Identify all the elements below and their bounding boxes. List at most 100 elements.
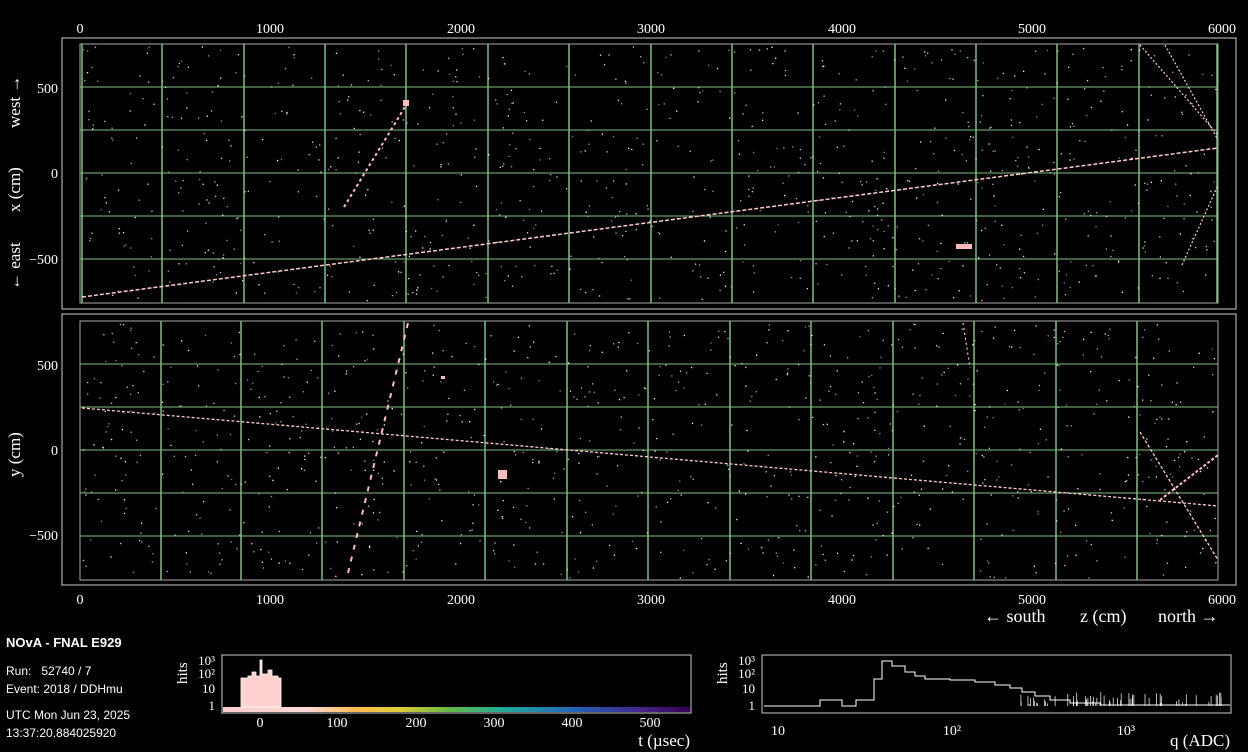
noise-hit <box>873 461 876 463</box>
noise-hit <box>598 295 601 297</box>
noise-hit <box>289 438 291 440</box>
noise-hit <box>869 238 872 240</box>
noise-hit <box>448 397 450 400</box>
noise-hit <box>90 539 92 541</box>
noise-hit <box>1159 236 1161 238</box>
noise-hit <box>1004 403 1006 405</box>
noise-hit <box>851 559 853 561</box>
noise-hit <box>144 124 146 126</box>
noise-hit <box>500 481 502 483</box>
noise-hit <box>337 85 339 87</box>
noise-hit <box>945 99 947 101</box>
noise-hit <box>169 281 171 283</box>
noise-hit <box>125 507 127 510</box>
noise-hit <box>1167 438 1169 440</box>
noise-hit <box>1215 562 1217 564</box>
noise-hit <box>841 479 843 481</box>
noise-hit <box>420 541 423 543</box>
noise-hit <box>740 542 742 545</box>
noise-hit <box>585 291 587 294</box>
noise-hit <box>165 86 167 88</box>
noise-hit <box>437 70 439 72</box>
noise-hit <box>1105 248 1108 250</box>
noise-hit <box>166 98 169 100</box>
noise-hit <box>631 540 634 543</box>
noise-hit <box>406 122 408 124</box>
noise-hit <box>569 390 572 392</box>
noise-hit <box>697 101 699 103</box>
top-view-panel[interactable]: 0 1000 2000 3000 4000 5000 6000 500 0 −5… <box>5 22 1237 310</box>
tick-label: −500 <box>29 253 58 268</box>
tick-label: 10 <box>771 724 785 739</box>
noise-hit <box>659 297 661 299</box>
noise-hit <box>135 137 138 139</box>
noise-hit <box>588 350 591 352</box>
noise-hit <box>579 499 581 501</box>
noise-hit <box>1161 534 1163 537</box>
noise-hit <box>155 507 157 509</box>
noise-hit <box>1011 286 1013 289</box>
noise-hit <box>532 461 534 464</box>
noise-hit <box>129 330 132 332</box>
noise-hit <box>1173 170 1176 172</box>
noise-hit <box>882 202 884 204</box>
noise-hit <box>1036 232 1038 235</box>
noise-hit <box>963 438 966 441</box>
noise-hit <box>788 406 790 408</box>
noise-hit <box>988 254 991 256</box>
noise-hit <box>598 257 600 260</box>
noise-hit <box>1026 146 1028 148</box>
noise-hit <box>1095 226 1097 228</box>
noise-hit <box>435 457 438 459</box>
noise-hit <box>1121 111 1123 113</box>
noise-hit <box>253 551 255 553</box>
noise-hit <box>1030 491 1032 493</box>
noise-hit <box>736 227 738 229</box>
noise-hit <box>513 450 515 452</box>
noise-hit <box>1189 510 1192 512</box>
noise-hit <box>729 356 731 358</box>
experiment-title: NOvA - FNAL E929 <box>6 635 122 650</box>
noise-hit <box>292 84 294 86</box>
noise-hit <box>378 58 380 60</box>
noise-hit <box>471 529 473 531</box>
noise-hit <box>882 50 884 52</box>
noise-hit <box>207 249 210 251</box>
noise-hit <box>468 490 470 493</box>
time-hist-ylabel: hits <box>175 662 191 684</box>
tick-label: 1000 <box>256 593 284 608</box>
noise-hit <box>892 404 894 406</box>
noise-hit <box>1112 249 1114 251</box>
noise-hit <box>289 396 291 398</box>
noise-hit <box>1003 244 1005 246</box>
noise-hit <box>984 227 986 229</box>
noise-hit <box>580 531 582 533</box>
noise-hit <box>617 346 619 348</box>
tick-label: 200 <box>406 716 427 731</box>
noise-hit <box>815 456 817 458</box>
noise-hit <box>914 290 916 292</box>
noise-hit <box>115 396 117 399</box>
noise-hit <box>728 49 730 51</box>
noise-hit <box>1094 275 1097 277</box>
noise-hit <box>823 344 826 346</box>
noise-hit <box>85 178 87 181</box>
tick-label: 1 <box>209 698 216 713</box>
charge-histogram[interactable]: 10³ 10² 10 1 hits 10 10² 10³ q (ADC) <box>715 653 1232 750</box>
noise-hit <box>949 425 951 428</box>
noise-hit <box>1144 182 1146 184</box>
noise-hit <box>471 260 473 262</box>
noise-hit <box>749 49 752 51</box>
noise-hit <box>563 468 565 470</box>
noise-hit <box>438 330 440 332</box>
noise-hit <box>1197 172 1199 174</box>
noise-hit <box>210 572 212 574</box>
noise-hit <box>1155 465 1157 467</box>
time-histogram[interactable]: 10³ 10² 10 1 hits 0 100 200 300 400 500 … <box>175 653 692 750</box>
noise-hit <box>524 70 526 72</box>
noise-hit <box>1058 196 1060 198</box>
noise-hit <box>993 195 995 197</box>
side-view-panel[interactable]: 0 1000 2000 3000 4000 5000 6000 500 0 −5… <box>5 313 1237 627</box>
noise-hit <box>714 568 716 570</box>
noise-hit <box>270 495 273 498</box>
